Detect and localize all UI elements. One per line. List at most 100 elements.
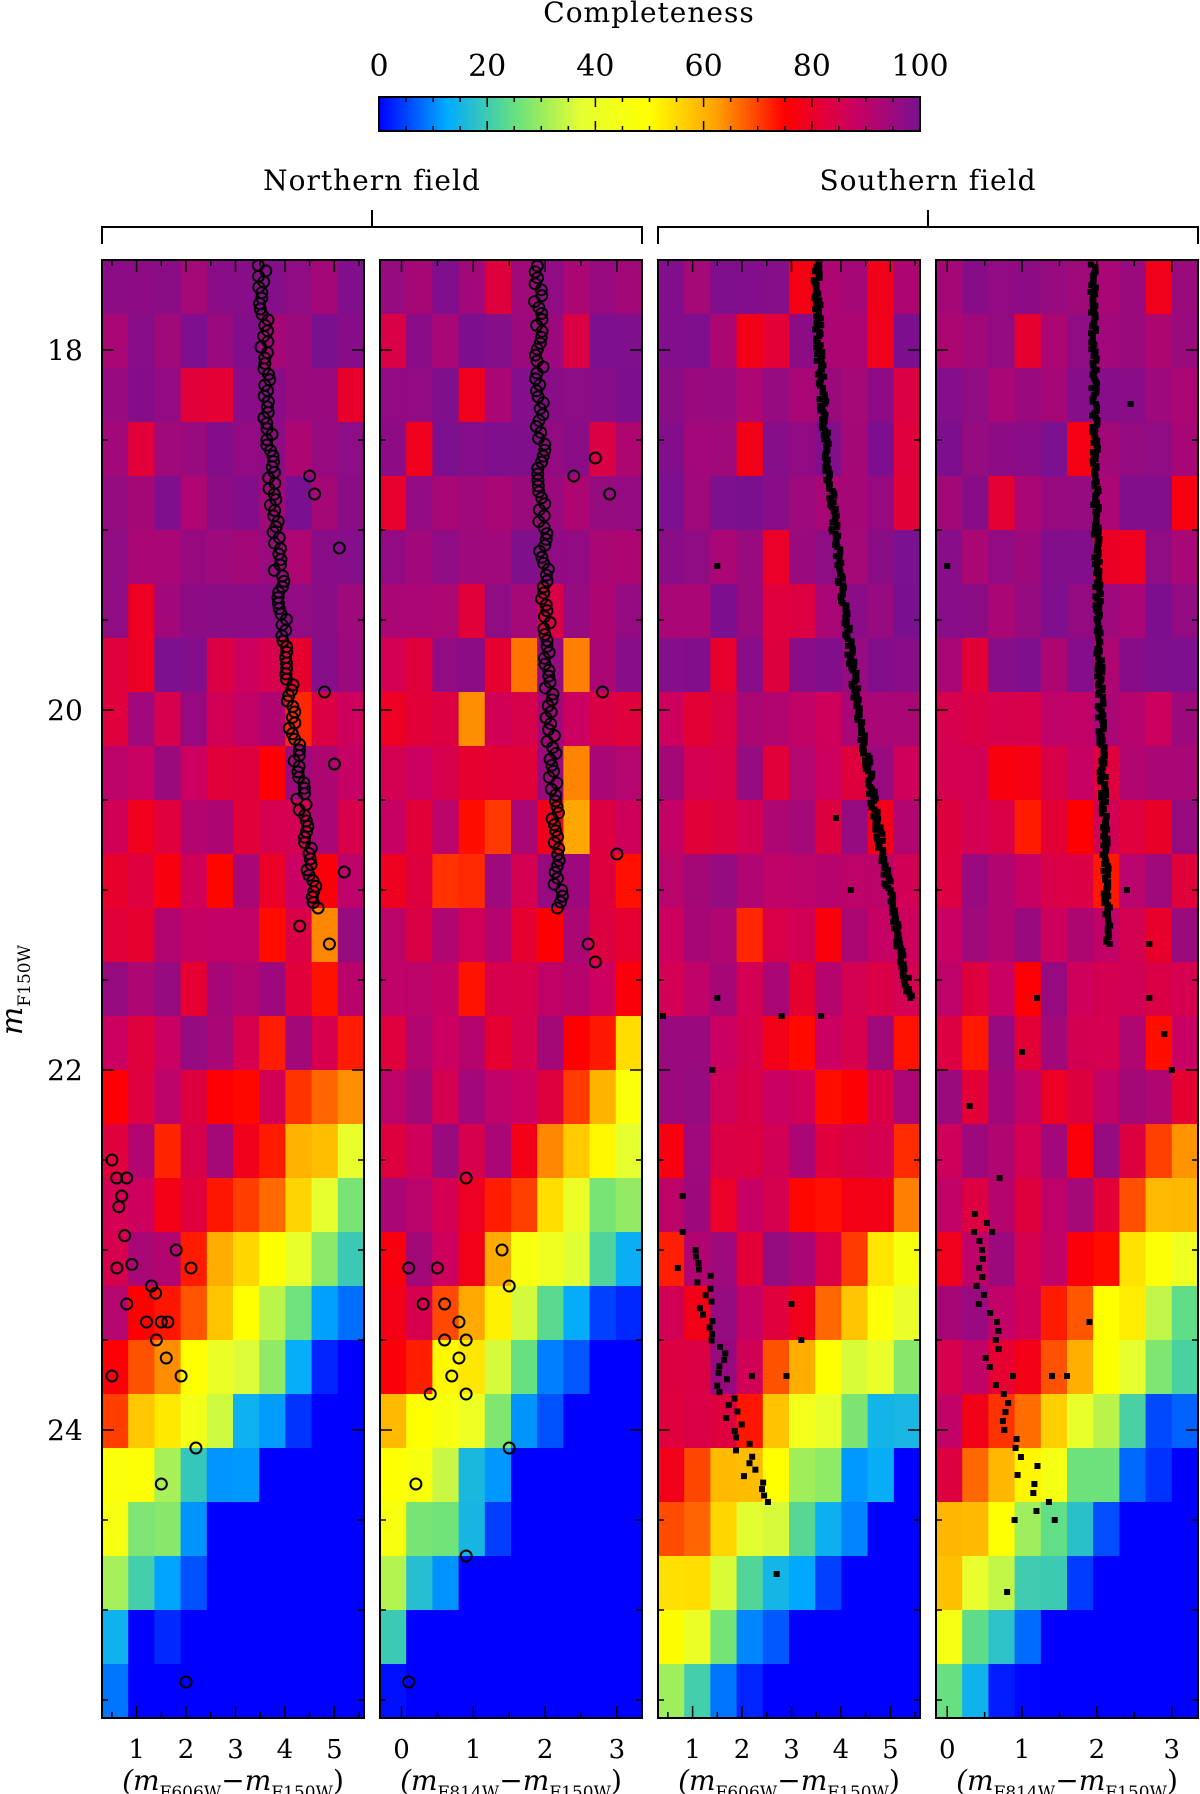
heatmap-cell [815,1394,842,1449]
heatmap-cell [537,1286,564,1341]
heatmap-cell [537,1502,564,1557]
heatmap-cell [589,638,617,693]
panel-north-f606w: 1 2 3 4 5 [101,258,365,1765]
heatmap-cell [815,908,842,963]
heatmap-cell [1171,368,1199,423]
heatmap-cell [1040,368,1068,423]
heatmap-cell [311,530,339,585]
heatmap-cell [1145,692,1173,747]
star-point [322,937,336,951]
heatmap-cell [962,800,989,855]
heatmap-cell [128,800,155,855]
star-point [1091,286,1098,293]
heatmap-cell [337,422,365,477]
heatmap-cell [233,638,260,693]
star-point [416,1297,430,1311]
heatmap-cell [615,1502,643,1557]
heatmap-cell [432,746,460,801]
heatmap-cell [511,1394,538,1449]
heatmap-cell [311,638,339,693]
heatmap-cell [537,1070,564,1125]
heatmap-cell [1014,1286,1042,1341]
heatmap-cell [484,1394,512,1449]
heatmap-cell [233,854,260,909]
heatmap-cell [154,962,182,1017]
heatmap-cell [128,1610,155,1665]
heatmap-cell [1119,1232,1147,1287]
star-point [596,685,610,699]
heatmap-cell [936,1610,963,1665]
heatmap-cell [1145,1556,1173,1611]
heatmap-cell [154,1448,182,1503]
heatmap-cell [380,1664,407,1719]
heatmap-cell [154,476,182,531]
star-point [986,1364,993,1370]
heatmap-cell [710,368,738,423]
heatmap-cell [563,1232,591,1287]
heatmap-cell [311,314,339,369]
star-point [873,811,880,818]
star-point [889,909,896,916]
heatmap-cell [936,1340,963,1395]
heatmap-cell [206,746,234,801]
heatmap-cell [563,638,591,693]
heatmap-cell [484,260,512,315]
heatmap-cell [180,638,208,693]
heatmap-cells [102,260,365,1719]
heatmap-cell [658,1556,685,1611]
y-axis-label: mF150W [0,944,35,1035]
star-point [536,449,550,463]
star-point [1033,1508,1040,1514]
group-label-northern: Northern field [263,164,481,197]
heatmap-cell [406,1070,433,1125]
heatmap-cell [1093,1556,1120,1611]
heatmap-cell [406,1556,433,1611]
star-point [286,678,300,692]
heatmap-cell [406,1664,433,1719]
x-tick-label: 4 [277,1735,294,1765]
heatmap-cell [710,1178,738,1233]
heatmap-cell [684,1610,711,1665]
heatmap-cell [789,1556,816,1611]
star-point [838,559,845,566]
heatmap-cell [789,1502,816,1557]
star-point [445,1369,459,1383]
star-point [696,1305,703,1312]
heatmap-cell [736,1664,764,1719]
heatmap-cell [406,422,433,477]
heatmap-cell [180,422,208,477]
star-point [293,919,307,933]
heatmap-cell [1145,638,1173,693]
heatmap-cell [128,1070,155,1125]
heatmap-cell [432,1556,460,1611]
x-tick-label: 3 [227,1735,244,1765]
heatmap-cell [1171,476,1199,531]
heatmap-cell [180,1232,208,1287]
heatmap-cell [615,1232,643,1287]
heatmap-cell [615,1556,643,1611]
heatmap-cell [432,476,460,531]
heatmap-cell [537,260,564,315]
heatmap-cell [736,368,764,423]
heatmap-cell [432,854,460,909]
heatmap-cell [1145,368,1173,423]
heatmap-cell [1145,1070,1173,1125]
heatmap-cell [615,962,643,1017]
heatmap-cell [615,1286,643,1341]
heatmap-cell [259,1070,286,1125]
heatmap-cell [1119,1178,1147,1233]
heatmap-cell [988,584,1016,639]
heatmap-cell [1171,800,1199,855]
heatmap-cell [259,1232,286,1287]
heatmap-cell [311,1340,339,1395]
heatmap-cell [154,1502,182,1557]
heatmap-cell [259,1664,286,1719]
heatmap-cell [380,1340,407,1395]
heatmap-cell [102,260,129,315]
heatmap-cell [537,962,564,1017]
heatmap-cell [311,962,339,1017]
heatmap-cell [988,1664,1016,1719]
heatmap-cell [128,1394,155,1449]
star-point [853,703,860,710]
heatmap-cell [1119,854,1147,909]
